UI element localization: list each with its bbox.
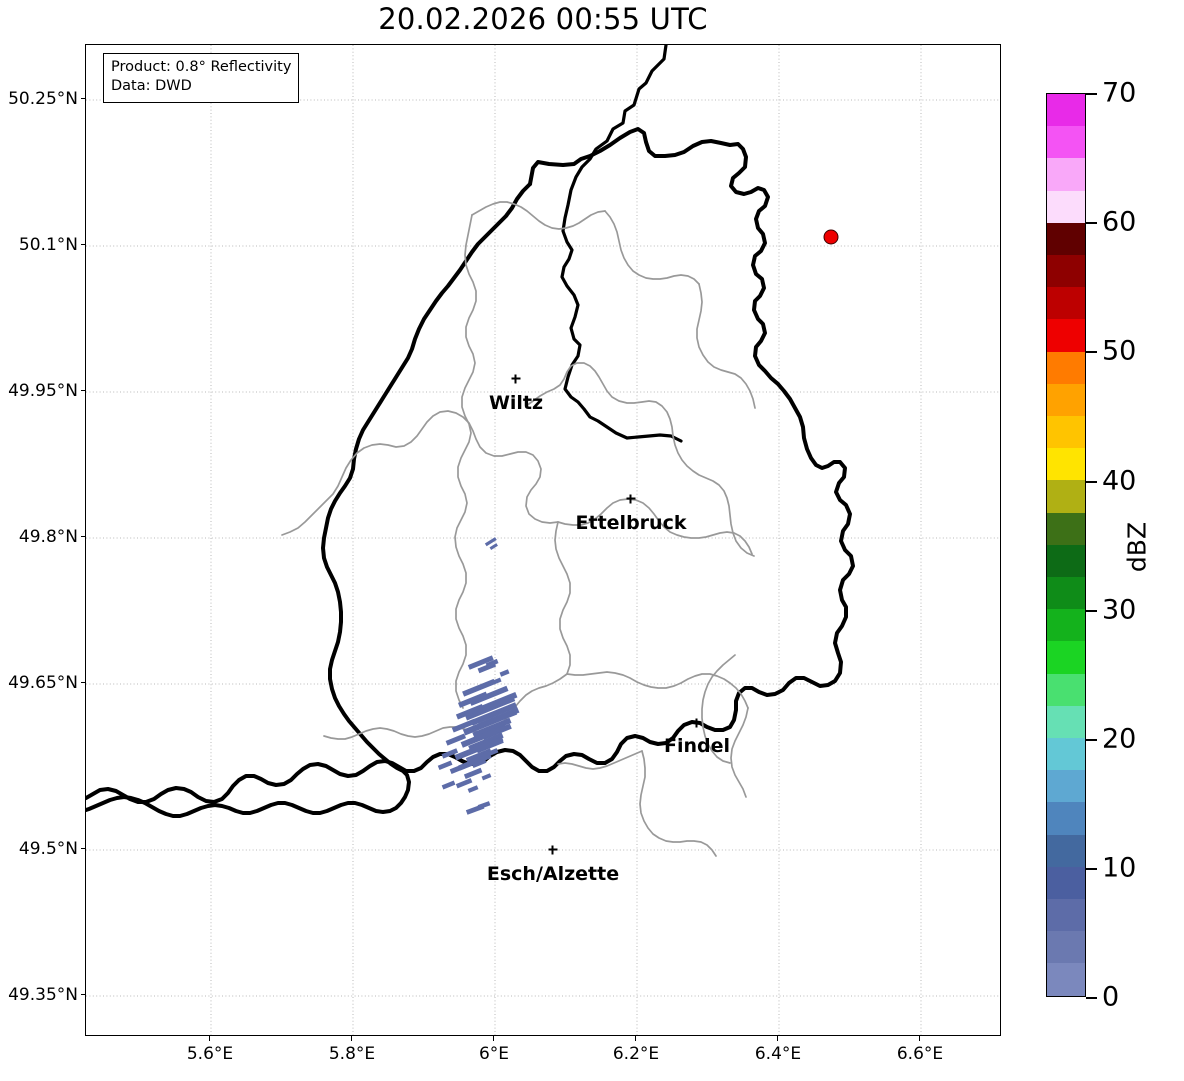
lon-tick-label-0: 5.6°E [186, 1044, 234, 1064]
city-label-findel: Findel [663, 735, 731, 757]
cbar-band-0 [1047, 94, 1085, 127]
cbar-band-7 [1047, 319, 1085, 352]
cbar-tick-mark-40 [1086, 481, 1097, 483]
cbar-tick-mark-60 [1086, 222, 1097, 224]
cbar-band-19 [1047, 705, 1085, 739]
lat-tick-mark-6 [81, 994, 86, 996]
cbar-band-15 [1047, 577, 1085, 610]
cbar-band-24 [1047, 866, 1085, 900]
cbar-band-3 [1047, 190, 1085, 223]
lat-tick-mark-3 [81, 536, 86, 538]
lon-tick-label-4: 6.4°E [754, 1044, 802, 1064]
cbar-band-11 [1047, 448, 1085, 481]
national-border-luxembourg [86, 127, 855, 804]
lon-tick-mark-5 [919, 1036, 921, 1041]
lon-tick-label-3: 6.2°E [612, 1044, 660, 1064]
cbar-band-18 [1047, 673, 1085, 706]
cbar-tick-mark-10 [1086, 868, 1097, 870]
cbar-tick-mark-70 [1086, 93, 1097, 95]
cbar-band-14 [1047, 544, 1085, 578]
cbar-band-9 [1047, 383, 1085, 417]
lat-tick-mark-0 [81, 98, 86, 100]
lat-tick-mark-2 [81, 390, 86, 392]
product-info-box: Product: 0.8° Reflectivity Data: DWD [103, 53, 300, 103]
cbar-band-20 [1047, 738, 1085, 771]
cbar-band-8 [1047, 351, 1085, 384]
cbar-band-5 [1047, 255, 1085, 288]
data-source-line: Data: DWD [111, 78, 192, 95]
lat-tick-label-3: 49.8°N [18, 527, 78, 547]
lon-tick-mark-1 [351, 1036, 353, 1041]
national-border-west [86, 182, 532, 818]
product-line: Product: 0.8° Reflectivity [111, 59, 292, 75]
lon-tick-mark-4 [777, 1036, 779, 1041]
grid-lines [86, 45, 1000, 1035]
cbar-tick-label-0: 0 [1102, 981, 1120, 1013]
city-marker-esch-alzette [548, 845, 558, 855]
cbar-band-13 [1047, 512, 1085, 545]
cbar-band-22 [1047, 802, 1085, 835]
map-canvas [86, 45, 1000, 1035]
cbar-band-1 [1047, 126, 1085, 159]
city-marker-wiltz [511, 374, 521, 384]
lat-tick-label-2: 49.95°N [8, 381, 78, 401]
city-marker-ettelbruck [626, 494, 636, 504]
cbar-band-6 [1047, 287, 1085, 320]
cbar-tick-label-40: 40 [1102, 465, 1137, 497]
radar-echo-cells [437, 537, 520, 815]
cbar-axis-label: dBZ [1122, 521, 1152, 573]
lat-tick-label-5: 49.5°N [18, 839, 78, 859]
city-label-wiltz: Wiltz [488, 392, 544, 414]
city-marker-findel [692, 718, 702, 728]
lon-tick-mark-2 [493, 1036, 495, 1041]
cbar-band-4 [1047, 222, 1085, 256]
lat-tick-label-6: 49.35°N [8, 985, 78, 1005]
cbar-band-12 [1047, 480, 1085, 513]
cbar-tick-label-70: 70 [1102, 77, 1137, 109]
cbar-band-23 [1047, 834, 1085, 867]
lat-tick-mark-1 [81, 244, 86, 246]
cbar-band-21 [1047, 770, 1085, 803]
cbar-tick-label-50: 50 [1102, 335, 1137, 367]
page-title: 20.02.2026 00:55 UTC [378, 2, 708, 36]
internal-borders [281, 201, 756, 857]
cbar-band-16 [1047, 609, 1085, 642]
cbar-band-2 [1047, 158, 1085, 191]
cbar-tick-mark-30 [1086, 610, 1097, 612]
lat-tick-label-0: 50.25°N [8, 89, 78, 109]
lon-tick-label-2: 6°E [478, 1044, 510, 1064]
lat-tick-label-1: 50.1°N [18, 235, 78, 255]
neighbour-borders [560, 45, 683, 443]
cbar-tick-mark-50 [1086, 351, 1097, 353]
city-label-ettelbruck: Ettelbruck [575, 512, 687, 534]
reflectivity-colorbar[interactable] [1046, 93, 1086, 997]
cbar-band-26 [1047, 931, 1085, 964]
cbar-tick-mark-20 [1086, 739, 1097, 741]
radar-station-marker[interactable] [823, 229, 839, 245]
cbar-tick-label-60: 60 [1102, 206, 1137, 238]
cbar-tick-mark-0 [1086, 997, 1097, 999]
cbar-band-17 [1047, 641, 1085, 674]
lon-tick-mark-3 [635, 1036, 637, 1041]
lat-tick-mark-4 [81, 682, 86, 684]
lon-tick-label-1: 5.8°E [328, 1044, 376, 1064]
cbar-band-10 [1047, 416, 1085, 449]
lon-tick-mark-0 [209, 1036, 211, 1041]
lat-tick-label-4: 49.65°N [8, 673, 78, 693]
city-label-esch-alzette: Esch/Alzette [486, 863, 620, 885]
lat-tick-mark-5 [81, 848, 86, 850]
cbar-tick-label-10: 10 [1102, 852, 1137, 884]
cbar-tick-label-20: 20 [1102, 723, 1137, 755]
map-plot-area[interactable]: Product: 0.8° Reflectivity Data: DWD Wil… [85, 44, 1001, 1036]
lon-tick-label-5: 6.6°E [896, 1044, 944, 1064]
cbar-band-25 [1047, 899, 1085, 932]
cbar-tick-label-30: 30 [1102, 594, 1137, 626]
cbar-band-27 [1047, 963, 1085, 996]
